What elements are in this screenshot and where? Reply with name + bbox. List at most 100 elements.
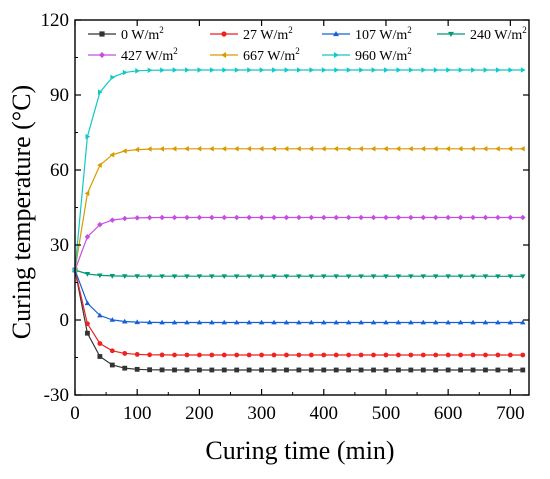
- legend-item: 240 W/m2: [437, 25, 527, 43]
- x-tick-label: 300: [247, 403, 276, 424]
- data-point: [470, 352, 476, 358]
- data-point: [308, 214, 315, 221]
- data-point: [84, 300, 91, 306]
- data-point: [134, 319, 140, 325]
- data-point: [346, 67, 352, 73]
- data-point: [109, 362, 115, 368]
- x-tick-label: 0: [70, 403, 80, 424]
- data-point: [122, 365, 128, 371]
- data-point: [408, 367, 414, 373]
- data-point: [507, 319, 514, 325]
- data-point: [233, 214, 240, 221]
- data-point: [520, 319, 526, 325]
- data-point: [134, 146, 140, 153]
- x-tick-label: 100: [123, 403, 152, 424]
- data-point: [421, 67, 427, 73]
- data-point: [196, 352, 202, 358]
- data-point: [458, 67, 464, 73]
- data-point: [408, 145, 413, 152]
- data-point: [433, 67, 439, 73]
- y-tick-label: 0: [60, 310, 70, 331]
- plot-frame: [74, 19, 530, 396]
- data-point: [408, 67, 414, 73]
- data-point: [283, 319, 290, 325]
- data-point: [209, 145, 214, 152]
- data-point: [258, 274, 265, 280]
- series-7: [73, 67, 526, 273]
- data-point: [507, 214, 514, 221]
- data-point: [520, 145, 525, 152]
- data-point: [296, 319, 302, 325]
- data-point: [196, 319, 203, 325]
- data-point: [395, 352, 401, 358]
- data-point: [395, 145, 401, 152]
- data-point: [121, 318, 128, 324]
- data-point: [359, 67, 364, 73]
- data-point: [271, 214, 277, 221]
- legend-label: 27 W/m2: [243, 25, 293, 43]
- data-point: [221, 214, 228, 221]
- legend-item: 427 W/m2: [88, 46, 178, 64]
- data-point: [495, 274, 501, 280]
- y-tick-label: 60: [50, 160, 69, 181]
- data-point: [346, 352, 352, 358]
- data-point: [97, 162, 102, 168]
- data-point: [445, 367, 451, 373]
- data-point: [408, 214, 414, 221]
- data-point: [495, 367, 501, 373]
- data-point: [445, 319, 451, 325]
- data-point: [345, 214, 352, 221]
- data-point: [171, 214, 178, 221]
- legend-item: 27 W/m2: [210, 25, 293, 43]
- data-point: [233, 274, 240, 280]
- data-point: [483, 67, 489, 73]
- data-point: [284, 67, 290, 73]
- y-tick-label: 90: [50, 85, 69, 106]
- legend-label: 0 W/m2: [121, 25, 164, 43]
- y-tick-label: 30: [50, 235, 69, 256]
- data-point: [284, 352, 289, 358]
- x-tick-label: 200: [185, 403, 214, 424]
- data-point: [147, 67, 153, 74]
- data-point: [483, 367, 488, 373]
- data-point: [445, 352, 451, 358]
- data-point: [345, 319, 352, 325]
- plot-layer: [72, 67, 526, 373]
- data-point: [296, 214, 302, 221]
- data-point: [147, 352, 153, 358]
- data-point: [321, 352, 327, 358]
- data-point: [172, 67, 178, 73]
- data-point: [233, 319, 240, 325]
- data-point: [97, 312, 103, 318]
- data-point: [508, 67, 514, 73]
- data-point: [134, 366, 140, 372]
- data-point: [184, 352, 190, 358]
- x-tick-label: 400: [310, 403, 339, 424]
- data-point: [495, 145, 500, 152]
- data-point: [172, 367, 177, 373]
- data-point: [371, 367, 376, 373]
- data-point: [333, 214, 339, 221]
- data-point: [209, 367, 215, 373]
- data-point: [259, 367, 264, 373]
- data-point: [395, 319, 402, 325]
- data-point: [395, 274, 402, 280]
- data-point: [184, 274, 190, 280]
- data-point: [445, 145, 451, 152]
- data-point: [445, 274, 451, 280]
- data-point: [246, 214, 252, 221]
- data-point: [184, 319, 190, 325]
- data-point: [134, 352, 140, 357]
- data-point: [470, 274, 476, 280]
- y-tick-label: -30: [44, 385, 69, 406]
- data-point: [321, 319, 327, 325]
- data-point: [134, 215, 140, 221]
- data-point: [420, 145, 426, 152]
- data-point: [308, 367, 314, 373]
- data-point: [84, 190, 90, 197]
- legend-label: 107 W/m2: [355, 25, 412, 43]
- data-point: [371, 352, 376, 358]
- data-point: [172, 352, 177, 358]
- data-point: [408, 274, 414, 280]
- data-point: [495, 67, 501, 73]
